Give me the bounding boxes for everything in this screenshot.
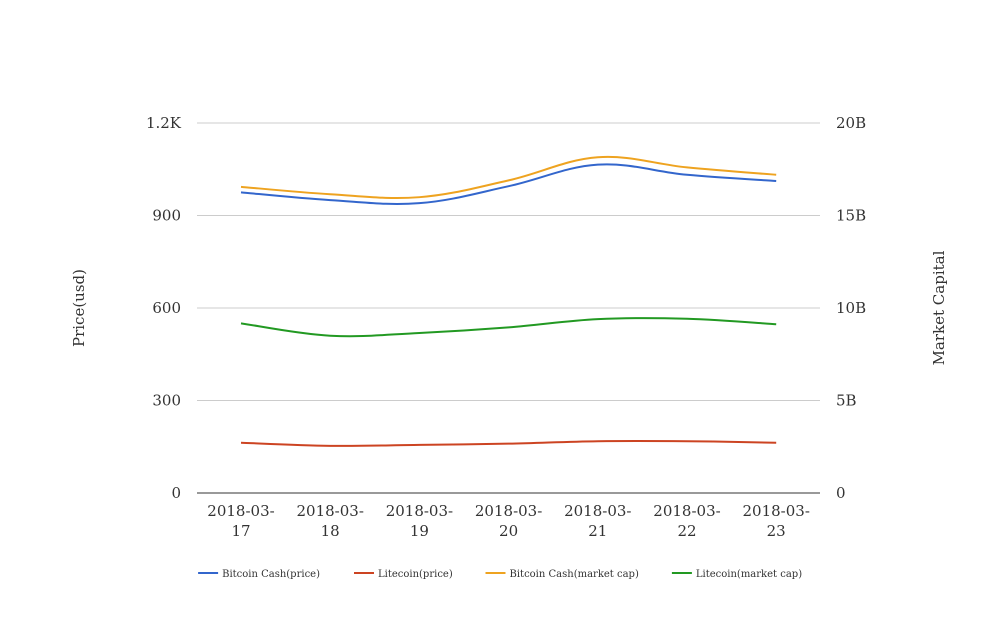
legend-label: Litecoin(price): [378, 569, 453, 580]
y-right-tick-label: 20B: [836, 114, 866, 132]
y-right-axis-title: Market Capital: [930, 250, 948, 365]
x-tick-label: 2018-03-18: [296, 502, 363, 540]
x-tick-label: 2018-03-23: [742, 502, 809, 540]
legend-label: Litecoin(market cap): [696, 569, 802, 580]
x-tick-label: 2018-03-19: [386, 502, 453, 540]
legend-label: Bitcoin Cash(price): [222, 569, 320, 580]
series-line: [240, 155, 777, 200]
series-line: [240, 316, 777, 338]
x-tick-label: 2018-03-22: [653, 502, 720, 540]
series-lines: [240, 155, 777, 447]
y-left-axis-title: Price(usd): [70, 269, 88, 347]
x-tick-label: 2018-03-21: [564, 502, 631, 540]
y-left-tick-label: 300: [152, 392, 181, 410]
series-line: [240, 439, 777, 447]
legend-label: Bitcoin Cash(market cap): [510, 569, 639, 580]
legend: Bitcoin Cash(price) Litecoin(price) Bitcoi…: [198, 569, 802, 580]
series-line: [240, 163, 777, 205]
y-left-tick-label: 900: [152, 207, 181, 225]
y-right-tick-label: 15B: [836, 207, 866, 225]
y-left-tick-label: 600: [152, 299, 181, 317]
y-right-tick-label: 10B: [836, 299, 866, 317]
y-right-tick-label: 0: [836, 484, 846, 502]
y-left-tick-label: 0: [171, 484, 181, 502]
y-right-tick-label: 5B: [836, 392, 857, 410]
y-left-tick-label: 1.2K: [146, 114, 182, 132]
axes: 0 300 600 900 1.2K 0 5B 10B 15B 20B 2018-03-17 2018…: [70, 114, 948, 540]
x-tick-label: 2018-03-17: [207, 502, 274, 540]
x-tick-label: 2018-03-20: [475, 502, 542, 540]
grid-lines: [197, 122, 820, 401]
